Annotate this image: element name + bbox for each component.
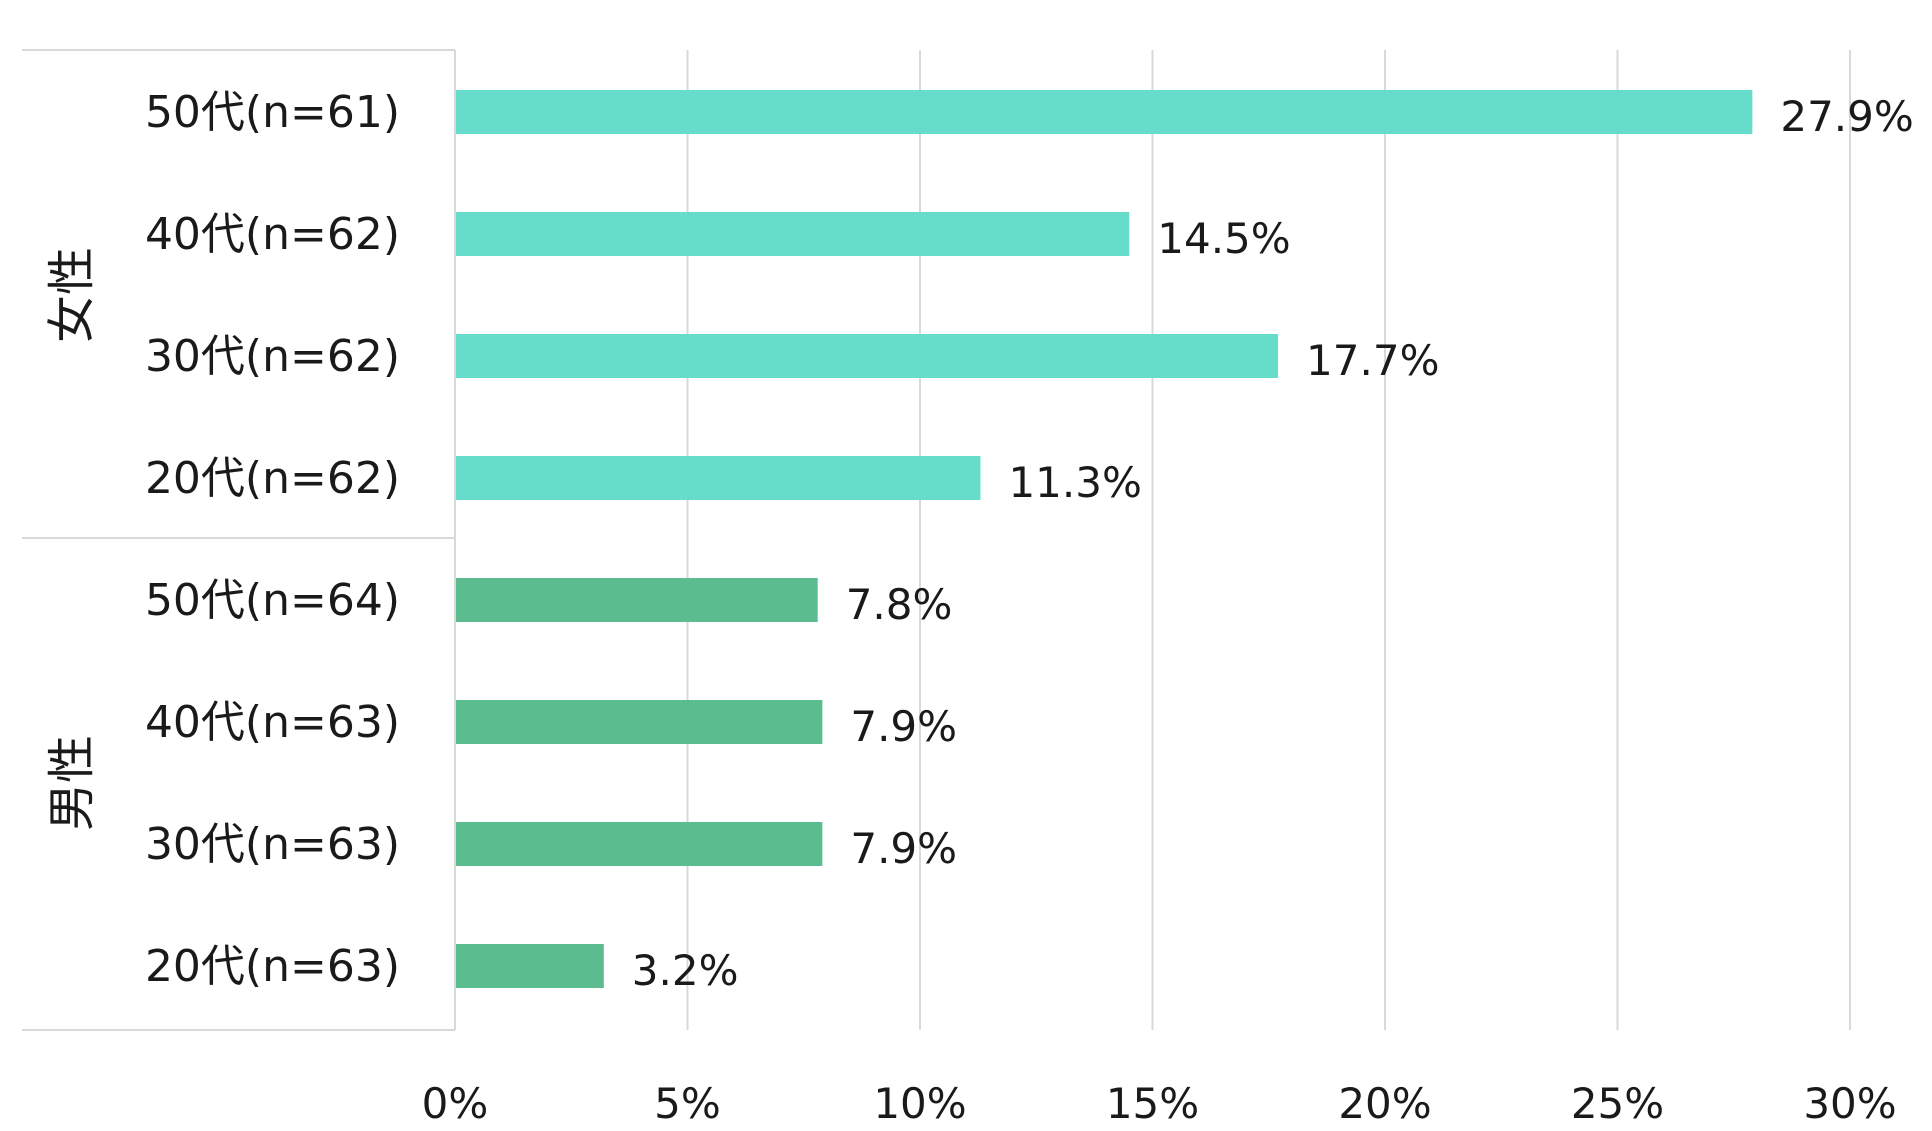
category-label: 20代(n=62) <box>145 453 400 504</box>
data-label: 3.2% <box>632 946 739 995</box>
bar-0-1 <box>456 212 1130 256</box>
x-tick-label: 15% <box>1106 1079 1199 1128</box>
x-tick-label: 25% <box>1571 1079 1664 1128</box>
category-label: 30代(n=63) <box>145 819 400 870</box>
data-label: 7.9% <box>850 702 957 751</box>
bar-0-3 <box>456 456 981 500</box>
data-label: 27.9% <box>1780 92 1913 141</box>
category-label: 50代(n=61) <box>145 87 400 138</box>
bar-0-0 <box>456 90 1753 134</box>
group-label: 女性 <box>44 247 100 343</box>
category-axis-frame <box>22 49 456 1031</box>
category-label: 40代(n=62) <box>145 209 400 260</box>
x-tick-label: 5% <box>654 1079 721 1128</box>
data-label: 7.8% <box>846 580 953 629</box>
x-tick-label: 10% <box>873 1079 966 1128</box>
x-tick-label: 20% <box>1338 1079 1431 1128</box>
x-tick-label: 30% <box>1803 1079 1896 1128</box>
bar-1-1 <box>456 700 823 744</box>
category-label: 30代(n=62) <box>145 331 400 382</box>
data-label: 14.5% <box>1157 214 1290 263</box>
category-label: 50代(n=64) <box>145 575 400 626</box>
labels: 0% 5% 10% 15% 20% 25% 30% 50代(n=61) 27.9% 40代(n=6… <box>44 87 1914 1128</box>
bar-1-0 <box>456 578 818 622</box>
bar-1-2 <box>456 822 823 866</box>
group-label: 男性 <box>44 735 100 831</box>
category-label: 40代(n=63) <box>145 697 400 748</box>
data-label: 7.9% <box>850 824 957 873</box>
category-label: 20代(n=63) <box>145 941 400 992</box>
bar-0-2 <box>456 334 1279 378</box>
bars <box>456 90 1753 988</box>
x-tick-label: 0% <box>422 1079 489 1128</box>
bar-1-3 <box>456 944 604 988</box>
data-label: 11.3% <box>1008 458 1141 507</box>
gridlines <box>686 50 1851 1030</box>
data-label: 17.7% <box>1306 336 1439 385</box>
